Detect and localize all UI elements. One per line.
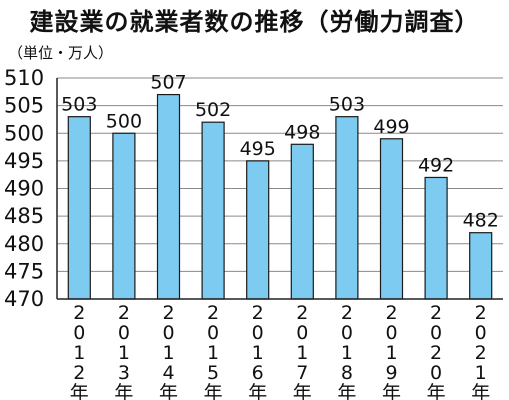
data-label: 503 <box>61 94 97 116</box>
unit-label: （単位・万人） <box>8 44 114 62</box>
y-tick-label: 475 <box>4 259 44 283</box>
y-tick-label: 495 <box>4 149 44 173</box>
data-label: 499 <box>373 116 409 138</box>
y-axis: 470 475 480 485 490 495 500 505 510 <box>4 66 58 311</box>
bars <box>67 93 493 300</box>
y-tick-label: 510 <box>4 66 44 90</box>
bar <box>67 116 91 300</box>
x-axis: 2 0 1 2 年 2 0 1 3 年 2 0 1 4 年 2 0 1 5 年 2 0 1 6 年 2 0 1 7 年 2 0 1 8 年 2 0 1 9 年… <box>57 298 503 400</box>
bar <box>201 121 225 300</box>
data-label: 482 <box>463 210 499 232</box>
chart-title: 建設業の就業者数の推移（労働力調査） <box>29 8 480 36</box>
data-label: 507 <box>150 72 186 94</box>
y-tick-label: 485 <box>4 204 44 228</box>
y-tick-label: 500 <box>4 121 44 145</box>
bar <box>156 93 181 300</box>
data-label: 495 <box>240 138 276 160</box>
data-label: 492 <box>418 154 454 176</box>
bar <box>112 132 136 300</box>
data-label: 503 <box>329 94 365 116</box>
bar <box>424 176 448 300</box>
bar <box>246 160 270 300</box>
y-tick-label: 505 <box>4 94 44 118</box>
y-tick-label: 480 <box>4 232 44 256</box>
bar <box>379 138 404 300</box>
data-labels: 503 500 507 502 495 498 503 499 492 482 <box>61 72 499 232</box>
bar <box>469 232 493 300</box>
data-label: 500 <box>106 110 142 132</box>
y-tick-label: 470 <box>4 287 44 311</box>
data-label: 498 <box>284 121 320 143</box>
bar <box>335 116 359 300</box>
y-tick-label: 490 <box>4 177 44 201</box>
data-label: 502 <box>195 99 231 121</box>
bar <box>290 143 314 300</box>
